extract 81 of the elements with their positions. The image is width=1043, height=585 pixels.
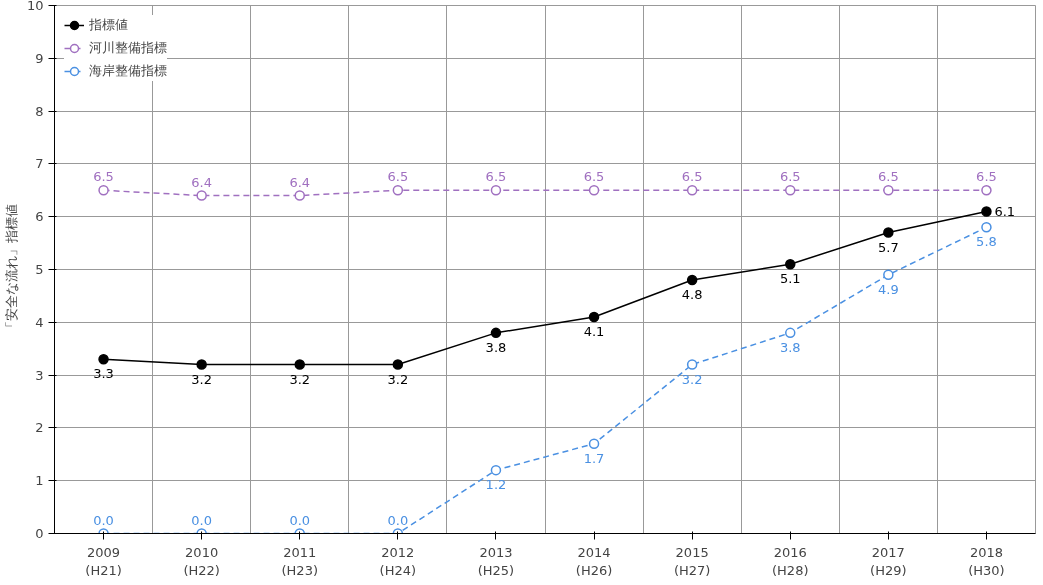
- point: [98, 354, 109, 365]
- data-label: 6.5: [976, 169, 997, 185]
- point: [392, 185, 404, 196]
- data-label: 5.1: [779, 271, 801, 287]
- point: [981, 185, 992, 196]
- y-tick-label: 2: [35, 420, 44, 436]
- legend-label: 指標値: [89, 16, 128, 34]
- y-tick-label: 6: [35, 209, 44, 225]
- point: [196, 190, 207, 201]
- point: [294, 359, 305, 370]
- point: [686, 359, 698, 370]
- data-label: 6.4: [289, 174, 311, 190]
- data-label: 3.2: [387, 371, 409, 387]
- x-tick-label: 2012 (H24): [379, 544, 417, 578]
- point: [588, 438, 600, 449]
- data-label: 6.5: [681, 169, 703, 185]
- point: [686, 185, 698, 196]
- point: [785, 258, 796, 270]
- data-label: 3.3: [93, 366, 114, 382]
- x-tick-label: 2009 (H21): [85, 544, 122, 578]
- data-label: 6.5: [485, 169, 507, 185]
- point: [981, 222, 992, 233]
- point: [883, 227, 894, 238]
- x-tick-label: 2016 (H28): [772, 544, 809, 578]
- x-tick-label: 2017 (H29): [870, 544, 907, 578]
- point: [588, 311, 600, 323]
- data-label: 4.8: [681, 287, 703, 303]
- data-label: 1.2: [485, 477, 507, 493]
- y-tick-label: 10: [26, 0, 44, 13]
- point: [196, 359, 207, 370]
- point: [686, 274, 698, 286]
- data-label: 0.0: [93, 512, 114, 528]
- data-label: 6.5: [779, 169, 801, 185]
- data-label: 3.2: [681, 371, 703, 387]
- x-tick-label: 2010 (H22): [183, 544, 220, 578]
- data-label: 6.5: [387, 169, 409, 185]
- data-label: 3.2: [191, 371, 212, 387]
- data-label: 0.0: [191, 512, 212, 528]
- data-label: 6.5: [93, 169, 114, 185]
- point: [98, 185, 109, 196]
- data-label: 6.4: [191, 174, 212, 190]
- data-label: 5.8: [976, 234, 997, 250]
- y-tick-label: 4: [35, 314, 44, 330]
- y-tick-label: 9: [35, 50, 44, 66]
- data-label: 0.0: [289, 512, 311, 528]
- point: [785, 327, 796, 339]
- point: [490, 327, 502, 339]
- data-label: 1.7: [583, 450, 605, 466]
- point: [883, 269, 894, 281]
- point: [981, 206, 992, 217]
- data-label: 0.0: [387, 512, 409, 528]
- data-label: 3.8: [485, 339, 507, 355]
- point: [785, 185, 796, 196]
- data-label: 6.1: [994, 203, 1016, 219]
- x-tick-label: 2015 (H27): [673, 544, 711, 578]
- data-label: 4.9: [878, 281, 899, 297]
- point: [490, 185, 502, 196]
- data-label: 4.1: [583, 324, 605, 340]
- data-label: 5.7: [878, 239, 899, 255]
- y-tick-label: 7: [35, 156, 44, 172]
- data-label: 3.8: [779, 339, 801, 355]
- x-tick-label: 2011 (H23): [281, 544, 318, 578]
- x-tick-label: 2014 (H26): [575, 544, 613, 578]
- point: [294, 190, 305, 201]
- point: [490, 464, 502, 476]
- y-tick-label: 0: [35, 526, 44, 541]
- point: [392, 359, 404, 370]
- legend-label: 海岸整備指標: [89, 62, 167, 80]
- legend-label: 河川整備指標: [89, 39, 167, 57]
- point: [588, 185, 600, 196]
- data-label: 6.5: [583, 169, 605, 185]
- y-tick-label: 8: [35, 103, 44, 119]
- x-tick-label: 2013 (H25): [477, 544, 515, 578]
- y-tick-label: 3: [35, 367, 44, 383]
- y-axis-title: 「安全な流れ」指標値: [3, 204, 19, 335]
- y-tick-label: 5: [35, 262, 44, 277]
- data-label: 3.2: [289, 371, 311, 387]
- point: [883, 185, 894, 196]
- y-tick-label: 1: [35, 473, 44, 489]
- data-label: 6.5: [878, 169, 899, 185]
- x-tick-label: 2018 (H30): [968, 544, 1005, 578]
